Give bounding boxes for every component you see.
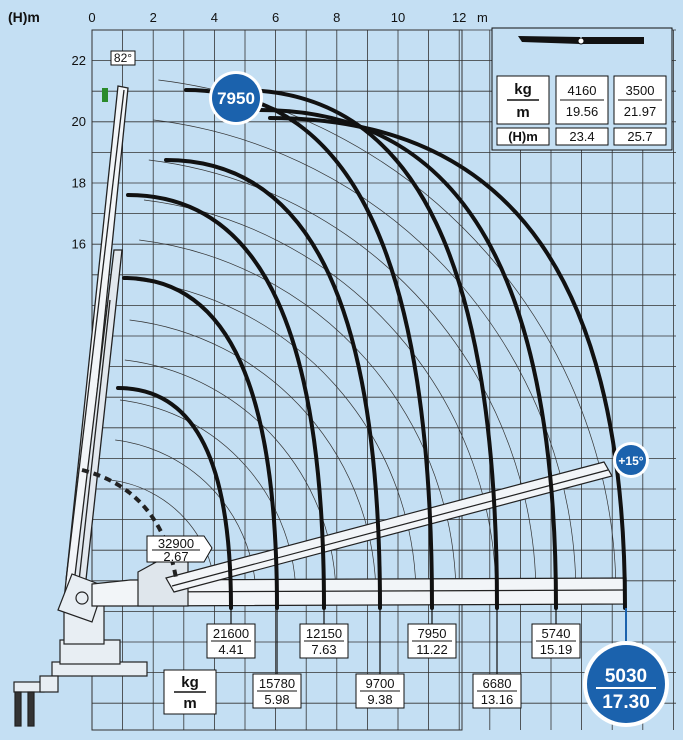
reach-arc-8 [148, 159, 537, 601]
load-kg-5: 6680 [483, 676, 512, 691]
jib-table: kg m 4160 19.56 3500 21.97 (H)m 23.4 25.… [491, 27, 673, 151]
load-m-2: 7.63 [311, 642, 336, 657]
jib-h-label: (H)m [508, 129, 538, 144]
load-m-6: 15.19 [540, 642, 573, 657]
boom-tip-marker [102, 88, 108, 102]
boom-inclined [165, 461, 613, 593]
x-tick-4: 4 [211, 10, 218, 25]
load-curve-1 [122, 276, 279, 610]
load-m-3: 9.38 [367, 692, 392, 707]
legend-kg-label: kg [181, 674, 199, 691]
load-curve-5 [238, 88, 499, 610]
jib-load-0-kg: 4160 [568, 83, 597, 98]
load-curve-3 [164, 158, 382, 610]
load-curve-0 [116, 386, 233, 610]
x-axis-unit-label: m [477, 10, 488, 25]
load-m-1: 5.98 [264, 692, 289, 707]
load-curve-6 [258, 108, 558, 610]
jib-load-1-kg: 3500 [626, 83, 655, 98]
inner-load-kg: 32900 [158, 536, 194, 551]
load-curve-2 [126, 193, 326, 610]
x-tick-8: 8 [333, 10, 340, 25]
jib-load-1-h: 25.7 [627, 129, 652, 144]
jib-load-0-m: 19.56 [566, 104, 599, 119]
max-load-badge: 7950 [209, 71, 263, 125]
legend-box: kg m [163, 669, 217, 715]
y-axis-unit-label: (H)m [8, 9, 40, 25]
load-kg-4: 7950 [418, 626, 447, 641]
extension-angle-value: +15° [618, 454, 643, 468]
load-curve-7 [268, 116, 627, 610]
reach-arc-4 [129, 319, 377, 601]
angle-label: 82° [114, 51, 132, 65]
inner-load-box: 32900 2.67 [146, 535, 213, 564]
y-tick-16: 16 [72, 237, 86, 252]
jib-m-label: m [516, 104, 529, 121]
load-kg-1: 15780 [259, 676, 295, 691]
boom-vertical [63, 85, 129, 601]
load-curves [116, 88, 627, 610]
inner-load-m: 2.67 [163, 549, 188, 564]
load-m-5: 13.16 [481, 692, 514, 707]
load-kg-6: 5740 [542, 626, 571, 641]
x-tick-10: 10 [391, 10, 405, 25]
x-tick-2: 2 [150, 10, 157, 25]
x-tick-6: 6 [272, 10, 279, 25]
angle-box [110, 50, 136, 66]
load-kg-0: 21600 [213, 626, 249, 641]
y-tick-18: 18 [72, 175, 86, 190]
jib-load-0-h: 23.4 [569, 129, 594, 144]
reach-arcs [110, 79, 617, 601]
load-m-0: 4.41 [218, 642, 243, 657]
jib-icon [518, 36, 580, 44]
final-load-badge: 5030 17.30 [583, 641, 669, 727]
extension-angle-badge: +15° [613, 442, 649, 478]
y-tick-22: 22 [72, 53, 86, 68]
crane-base [13, 595, 148, 727]
y-axis-ticks: 22 20 18 16 [72, 53, 86, 252]
load-kg-3: 9700 [366, 676, 395, 691]
reach-arc-6 [139, 239, 457, 601]
y-tick-20: 20 [72, 114, 86, 129]
x-tick-12: 12 [452, 10, 466, 25]
load-kg-2: 12150 [306, 626, 342, 641]
max-load-value: 7950 [217, 89, 255, 108]
reach-arc-7 [143, 199, 497, 601]
jib-kg-label: kg [514, 81, 532, 98]
load-m-4: 11.22 [416, 642, 448, 657]
load-value-boxes: 216004.41157805.98121507.6397009.3879501… [206, 608, 581, 709]
grid [91, 29, 676, 731]
x-tick-0: 0 [88, 10, 95, 25]
final-load-kg: 5030 [605, 666, 647, 687]
jib-load-1-m: 21.97 [624, 104, 657, 119]
final-load-m: 17.30 [602, 692, 650, 713]
x-axis-ticks: 0 2 4 6 8 10 12 [88, 10, 466, 25]
legend-m-label: m [183, 695, 196, 712]
reach-arc-5 [134, 279, 417, 601]
